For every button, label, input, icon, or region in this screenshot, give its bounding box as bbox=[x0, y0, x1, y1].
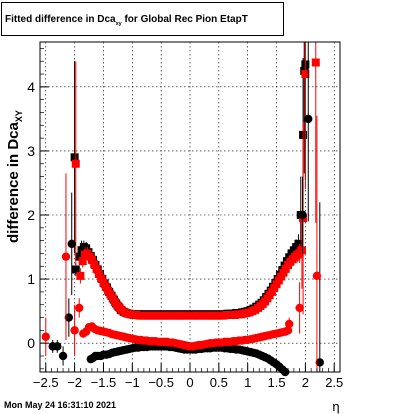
data-point-square bbox=[311, 58, 320, 67]
data-point-square bbox=[70, 153, 79, 162]
x-tick-label: 2.5 bbox=[325, 375, 343, 390]
timestamp-footer: Mon May 24 16:31:10 2021 bbox=[4, 400, 117, 410]
data-point-square bbox=[75, 252, 84, 261]
data-point-circle bbox=[75, 303, 84, 313]
data-point-square bbox=[92, 264, 101, 273]
y-tick-label: 2 bbox=[27, 207, 35, 223]
data-point-circle bbox=[64, 313, 74, 322]
x-tick-label: 1.5 bbox=[267, 375, 285, 390]
x-tick-label: 0 bbox=[186, 375, 193, 390]
y-axis-label: difference in DcaXY bbox=[5, 110, 24, 243]
y-axis-label-subscript: XY bbox=[14, 110, 24, 122]
data-point-circle bbox=[41, 332, 50, 341]
y-tick-label: 3 bbox=[27, 143, 35, 159]
data-point-circle bbox=[53, 342, 62, 351]
data-point-circle bbox=[312, 271, 322, 281]
data-point-circle bbox=[315, 358, 325, 367]
data-point-square bbox=[76, 271, 85, 280]
data-point-square bbox=[90, 260, 99, 269]
data-point-square bbox=[71, 265, 80, 274]
data-point-circle bbox=[304, 114, 313, 124]
data-point-circle bbox=[295, 303, 304, 313]
x-tick-label: −2 bbox=[67, 375, 82, 390]
x-tick-label: −2.5 bbox=[33, 375, 59, 390]
data-point-circle bbox=[298, 210, 307, 220]
grid bbox=[40, 42, 340, 372]
y-tick-label: 1 bbox=[27, 271, 35, 287]
axis-ticks: −2.5 −2 −1.5 −1 −0.5 0 0.5 1 1.5 2 2.5 0 1 2 3 4 bbox=[27, 48, 343, 390]
x-tick-label: −1 bbox=[125, 375, 140, 390]
data-point-square bbox=[71, 159, 80, 168]
data-point-circle bbox=[61, 252, 71, 261]
data-point-square bbox=[301, 70, 310, 79]
x-tick-label: −1.5 bbox=[91, 375, 117, 390]
data-point-circle bbox=[70, 326, 79, 335]
chart-title: Fitted difference in Dcaxy for Global Re… bbox=[5, 14, 248, 27]
x-tick-label: 2 bbox=[302, 375, 309, 390]
data-point-square bbox=[78, 257, 87, 266]
data-point-square bbox=[297, 246, 306, 255]
x-tick-label: 0.5 bbox=[210, 375, 228, 390]
title-main: Fitted difference in Dca bbox=[5, 14, 116, 25]
data-markers bbox=[41, 42, 325, 377]
data-point-square bbox=[294, 239, 303, 248]
data-point-circle bbox=[285, 319, 294, 329]
data-point-circle bbox=[58, 351, 68, 361]
data-point-circle bbox=[283, 326, 293, 335]
data-point-square bbox=[87, 255, 96, 264]
y-axis-label-main: difference in Dca bbox=[5, 121, 22, 243]
title-box: Fitted difference in Dcaxy for Global Re… bbox=[1, 2, 284, 36]
y-tick-label: 4 bbox=[27, 79, 35, 95]
title-rest: for Global Rec Pion EtapT bbox=[121, 14, 248, 25]
data-point-square bbox=[97, 274, 106, 283]
data-point-square bbox=[94, 269, 103, 278]
data-point-circle bbox=[67, 239, 76, 249]
x-axis-label: η bbox=[332, 399, 339, 414]
y-tick-label: 0 bbox=[27, 335, 35, 351]
title-subscript: xy bbox=[115, 21, 122, 27]
x-tick-label: −0.5 bbox=[148, 375, 174, 390]
x-tick-label: 1 bbox=[244, 375, 251, 390]
